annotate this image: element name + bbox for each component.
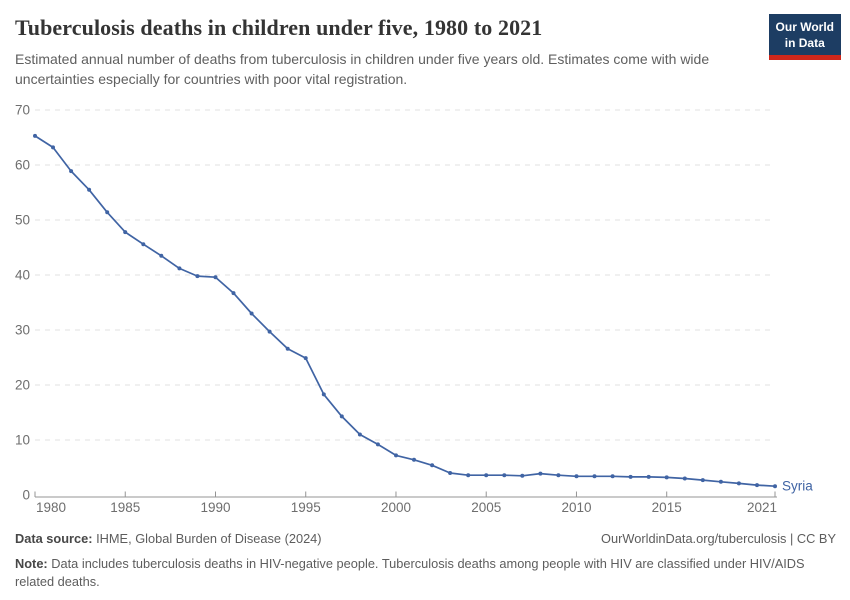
data-point[interactable] — [682, 476, 687, 481]
data-point[interactable] — [520, 473, 525, 478]
data-point[interactable] — [195, 274, 200, 279]
data-point[interactable] — [755, 483, 759, 488]
y-tick-label: 10 — [15, 433, 30, 448]
data-point[interactable] — [177, 266, 182, 271]
owid-logo[interactable]: Our World in Data — [768, 14, 841, 61]
footnote: Note: Data includes tuberculosis deaths … — [15, 555, 821, 591]
data-point[interactable] — [538, 471, 543, 476]
x-tick-label: 2021 — [747, 500, 777, 515]
data-point[interactable] — [610, 474, 615, 479]
footnote-text: Data includes tuberculosis deaths in HIV… — [15, 555, 805, 589]
chart-subtitle: Estimated annual number of deaths from t… — [15, 51, 710, 87]
entity-label-syria[interactable]: Syria — [782, 479, 813, 494]
y-tick-label: 0 — [22, 488, 30, 503]
data-point[interactable] — [718, 479, 723, 484]
data-point[interactable] — [267, 329, 272, 334]
data-point[interactable] — [502, 473, 507, 478]
data-source-text: IHME, Global Burden of Disease (2024) — [92, 531, 322, 546]
data-point[interactable] — [105, 210, 110, 215]
data-point[interactable] — [141, 242, 146, 247]
y-tick-label: 40 — [15, 268, 30, 283]
data-point[interactable] — [664, 475, 669, 480]
data-point[interactable] — [69, 169, 74, 174]
data-point[interactable] — [231, 291, 236, 296]
data-point[interactable] — [303, 356, 308, 361]
footnote-label: Note: — [15, 555, 48, 571]
x-tick-label: 2005 — [471, 500, 501, 515]
owid-logo-line2: in Data — [784, 35, 825, 50]
attribution-link[interactable]: OurWorldinData.org/tuberculosis | CC BY — [601, 531, 836, 546]
data-point[interactable] — [773, 484, 777, 489]
data-point[interactable] — [159, 253, 164, 258]
data-point[interactable] — [339, 414, 344, 419]
footer-row: Data source: IHME, Global Burden of Dise… — [15, 530, 836, 548]
data-point[interactable] — [430, 463, 435, 468]
chart-header: Tuberculosis deaths in children under fi… — [15, 15, 755, 90]
data-point[interactable] — [466, 473, 471, 478]
data-point[interactable] — [51, 145, 55, 150]
data-point[interactable] — [448, 471, 453, 475]
data-point[interactable] — [646, 474, 651, 479]
data-point[interactable] — [285, 346, 290, 351]
data-point[interactable] — [87, 187, 92, 192]
x-tick-label: 1980 — [36, 500, 66, 515]
data-point[interactable] — [574, 474, 579, 479]
y-tick-label: 70 — [15, 103, 30, 118]
data-point[interactable] — [249, 311, 254, 316]
data-source-label: Data source: — [15, 531, 93, 546]
page-title: Tuberculosis deaths in children under fi… — [15, 15, 543, 40]
data-point[interactable] — [628, 474, 633, 479]
data-point[interactable] — [736, 481, 741, 486]
data-point[interactable] — [412, 457, 416, 462]
y-tick-label: 20 — [15, 378, 30, 393]
x-tick-label: 2015 — [652, 500, 682, 515]
x-tick-label: 1995 — [291, 500, 321, 515]
data-point[interactable] — [213, 275, 218, 280]
data-point[interactable] — [375, 442, 380, 447]
data-point[interactable] — [394, 453, 398, 458]
y-tick-label: 30 — [15, 323, 30, 338]
x-tick-label: 2010 — [561, 500, 591, 515]
y-tick-label: 60 — [15, 158, 30, 173]
data-point[interactable] — [484, 473, 489, 478]
data-point[interactable] — [321, 392, 326, 397]
data-source: Data source: IHME, Global Burden of Dise… — [15, 530, 322, 548]
data-point[interactable] — [592, 474, 597, 479]
chart-footer: Data source: IHME, Global Burden of Dise… — [15, 530, 836, 591]
data-point[interactable] — [556, 473, 561, 478]
trend-line[interactable] — [34, 135, 776, 488]
x-tick-label: 1985 — [110, 500, 140, 515]
data-point[interactable] — [700, 478, 705, 483]
x-tick-label: 1990 — [200, 500, 230, 515]
data-point[interactable] — [357, 432, 362, 437]
x-tick-label: 2000 — [381, 500, 411, 515]
y-tick-label: 50 — [15, 213, 30, 228]
data-point[interactable] — [33, 133, 37, 138]
owid-logo-line1: Our World — [775, 20, 834, 34]
data-point[interactable] — [123, 230, 128, 235]
